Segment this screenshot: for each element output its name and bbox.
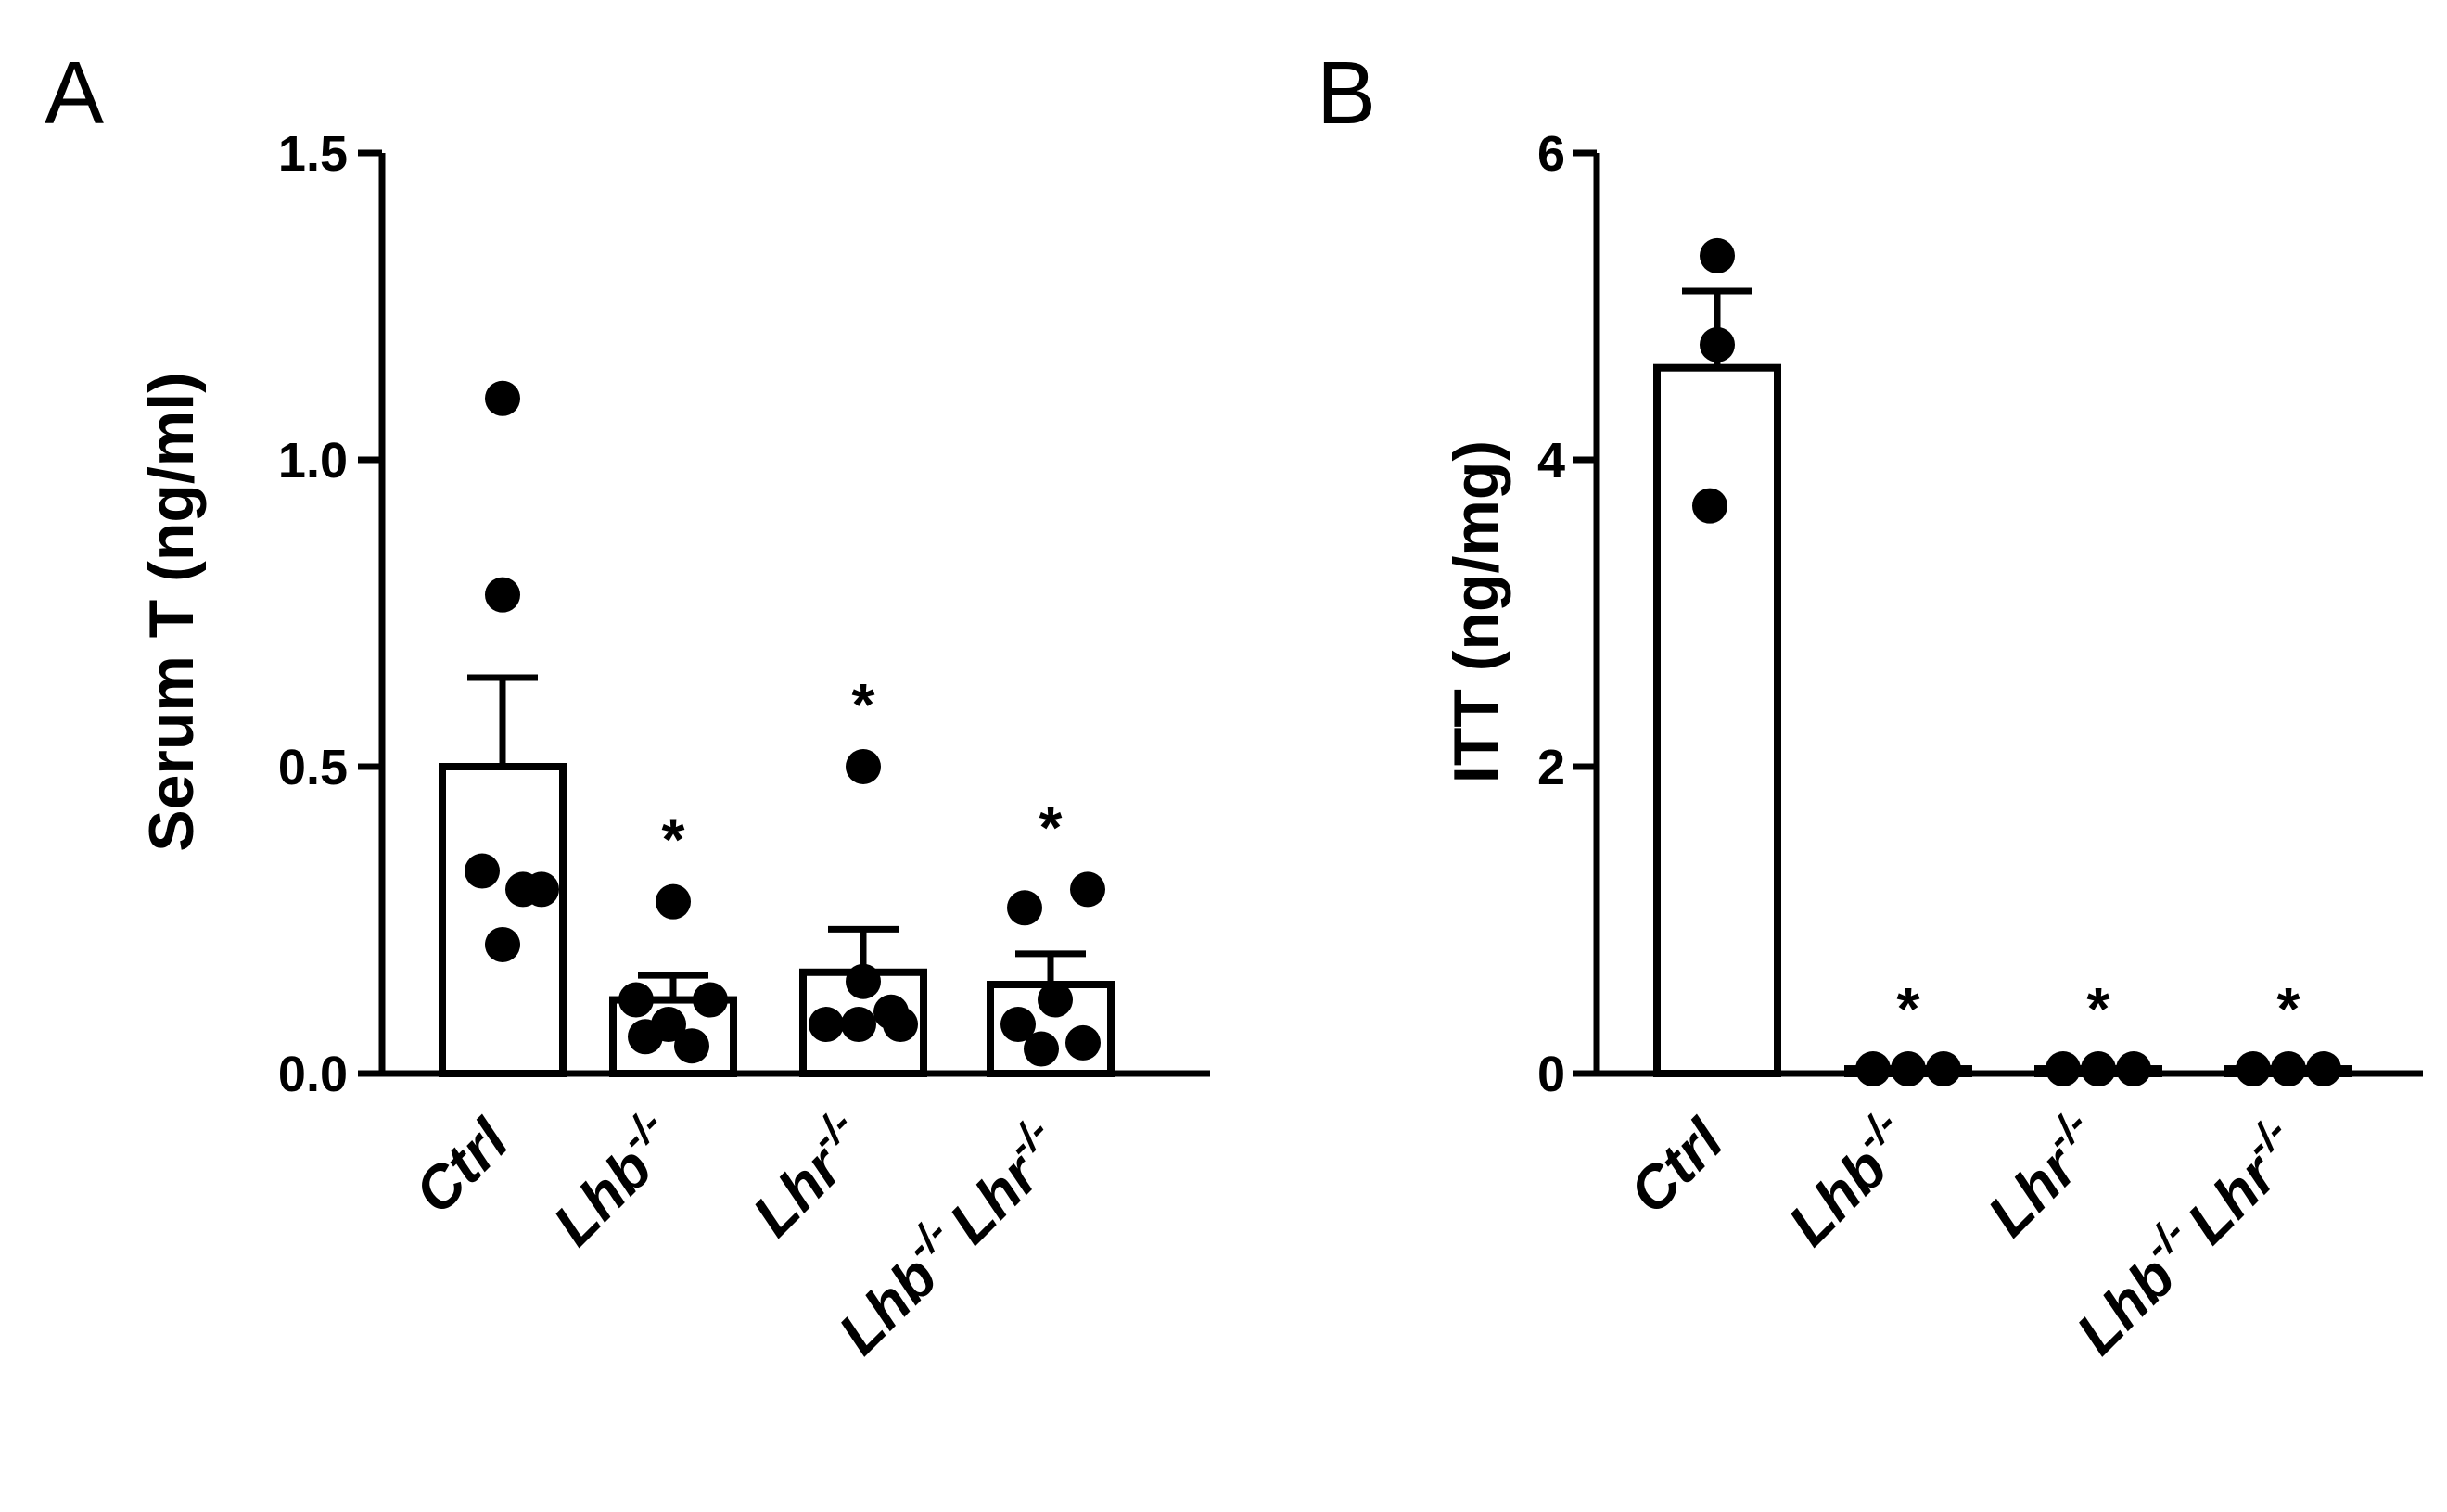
panel-b-data-point xyxy=(2236,1051,2271,1087)
panel-a-category-label: Lhb-/-Lhr-/- xyxy=(820,1109,1078,1367)
panel-a-data-point xyxy=(1000,1007,1036,1043)
panel-b-data-point xyxy=(1891,1051,1926,1087)
panel-a-data-point xyxy=(809,1007,844,1043)
panel-a-data-point xyxy=(656,883,691,920)
panel-a-y-tick-label: 1.5 xyxy=(278,126,348,182)
panel-b-y-tick-label: 6 xyxy=(1537,126,1565,182)
panel-b-significance-marker: * xyxy=(2087,975,2110,1042)
panel-b-data-point xyxy=(1855,1051,1891,1087)
panel-a-data-point xyxy=(693,982,728,1018)
panel-a-data-point xyxy=(485,380,520,416)
panel-a-significance-marker: * xyxy=(662,807,685,873)
panel-b-significance-marker: * xyxy=(1897,975,1920,1042)
panel-a-significance-marker: * xyxy=(852,671,875,738)
panel-a-category-label: Lhb-/- xyxy=(534,1101,692,1259)
panel-a-data-point xyxy=(465,853,500,889)
panel-a-category-label: Ctrl xyxy=(401,1106,522,1226)
panel-b-y-tick-label: 0 xyxy=(1537,1047,1565,1102)
panel-a-data-point xyxy=(674,1028,709,1064)
panel-a-data-point xyxy=(1024,1031,1059,1067)
panel-a-data-point xyxy=(1007,890,1042,926)
panel-b-data-point xyxy=(1700,326,1735,362)
panel-b-bar xyxy=(1653,363,1781,1077)
panel-a-y-tick-label: 0.5 xyxy=(278,740,348,795)
panel-a-y-tick-label: 0.0 xyxy=(278,1047,348,1102)
panel-b-category-label: Lhb-/- xyxy=(1769,1101,1927,1259)
panel-a-data-point xyxy=(524,871,559,908)
panel-a-y-tick-label: 1.0 xyxy=(278,433,348,489)
panel-a-data-point xyxy=(841,1007,876,1043)
panel-b-data-point xyxy=(1926,1051,1961,1087)
panel-b-y-axis-title: ITT (ng/mg) xyxy=(1441,440,1511,783)
panel-a-y-axis-title: Serum T (ng/ml) xyxy=(136,372,207,852)
panel-b-letter: B xyxy=(1317,44,1376,143)
panel-b-data-point xyxy=(1700,237,1735,273)
panel-a-data-point xyxy=(883,1007,918,1043)
panel-a-letter: A xyxy=(45,44,104,143)
panel-b-data-point xyxy=(2081,1051,2116,1087)
panel-b-category-label: Lhr-/- xyxy=(1969,1101,2117,1250)
panel-b-data-point xyxy=(2046,1051,2081,1087)
panel-a-data-point xyxy=(628,1019,663,1055)
panel-b-category-label: Lhb-/-Lhr-/- xyxy=(2058,1109,2316,1367)
panel-b-data-point xyxy=(2306,1051,2341,1087)
panel-a-data-point xyxy=(1038,982,1073,1018)
panel-b-significance-marker: * xyxy=(2277,975,2300,1042)
panel-b: B 0 2 4 6 ITT (ng/mg) Ctrl * Lhb-/- * Lhr-/- * Lhb-… xyxy=(1317,44,2423,1367)
panel-a-data-point xyxy=(846,749,881,784)
panel-b-y-tick-label: 2 xyxy=(1537,740,1565,795)
panel-b-data-point xyxy=(2271,1051,2306,1087)
panel-b-data-point xyxy=(2116,1051,2151,1087)
panel-a: A 0.0 0.5 1.0 1.5 Serum T (ng/ml) Ctrl * Lhb-/-… xyxy=(45,44,1210,1367)
panel-a-data-point xyxy=(1065,1024,1101,1061)
panel-b-y-tick-label: 4 xyxy=(1537,433,1565,489)
panel-a-data-point xyxy=(846,963,881,999)
panel-a-significance-marker: * xyxy=(1039,794,1063,860)
panel-a-data-point xyxy=(1070,871,1105,908)
panel-a-category-label: Lhr-/- xyxy=(733,1101,882,1250)
panel-a-data-point xyxy=(485,926,520,962)
panel-b-data-point xyxy=(1692,488,1727,524)
panel-a-bar xyxy=(439,763,567,1077)
panel-b-category-label: Ctrl xyxy=(1616,1106,1737,1226)
panel-a-data-point xyxy=(485,577,520,613)
panel-a-data-point xyxy=(618,982,654,1018)
